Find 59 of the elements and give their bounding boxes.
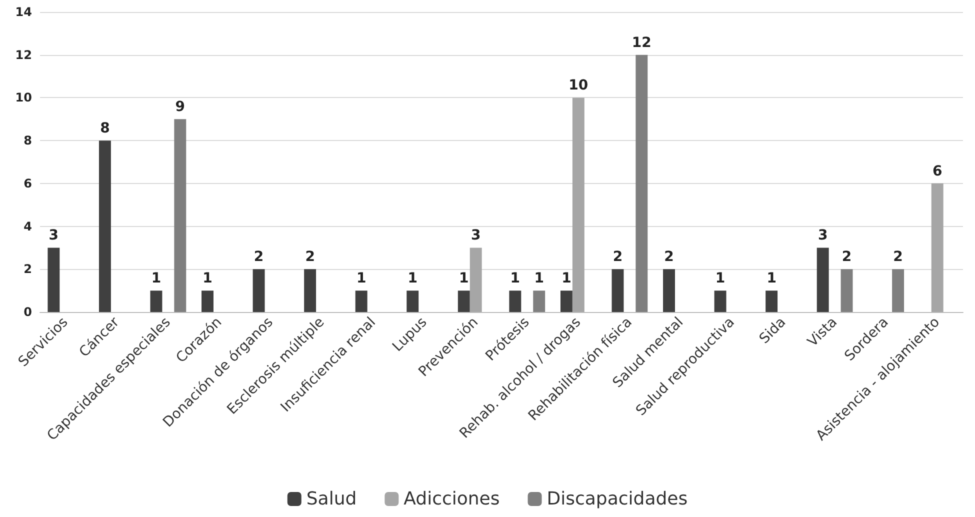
data-label: 2 — [893, 249, 903, 266]
bar — [572, 98, 584, 312]
data-label: 1 — [356, 270, 366, 287]
data-label: 2 — [305, 249, 315, 266]
legend-label: Adicciones — [404, 488, 500, 510]
bar — [509, 290, 522, 312]
bar — [766, 290, 778, 312]
y-tick-label: 8 — [24, 134, 32, 148]
data-label: 2 — [612, 249, 623, 266]
y-tick-label: 10 — [15, 90, 32, 105]
bar — [202, 290, 214, 312]
data-label: 1 — [202, 270, 212, 287]
bar — [816, 248, 829, 312]
data-label: 1 — [510, 270, 520, 287]
data-label: 1 — [766, 270, 776, 287]
data-label: 2 — [842, 249, 852, 266]
bar — [840, 269, 853, 312]
y-tick-label: 0 — [24, 305, 32, 319]
bar — [355, 290, 368, 312]
y-tick-label: 6 — [24, 176, 32, 190]
y-tick-label: 4 — [24, 219, 32, 234]
legend-label: Salud — [306, 488, 357, 510]
data-label: 1 — [562, 270, 572, 287]
data-label: 6 — [932, 163, 942, 180]
data-label: 3 — [48, 228, 59, 244]
data-label: 1 — [715, 270, 726, 287]
data-label: 3 — [470, 228, 481, 244]
bar — [892, 269, 904, 312]
data-label: 2 — [254, 249, 264, 266]
data-label: 3 — [818, 228, 828, 244]
bar — [663, 269, 675, 312]
data-label: 8 — [100, 120, 110, 137]
bar — [304, 269, 316, 312]
data-label: 9 — [175, 99, 186, 116]
bar — [174, 119, 186, 312]
data-label: 10 — [568, 78, 588, 94]
bar — [533, 290, 546, 312]
data-label: 1 — [534, 270, 544, 287]
y-tick-label: 14 — [15, 5, 32, 19]
y-tick-label: 2 — [24, 262, 32, 276]
data-label: 1 — [151, 270, 162, 287]
bar — [252, 269, 265, 312]
bar — [458, 290, 470, 312]
y-tick-label: 12 — [15, 48, 32, 62]
legend-label: Discapacidades — [546, 488, 688, 510]
data-label: 12 — [632, 34, 652, 51]
data-label: 1 — [459, 270, 469, 287]
bar — [560, 290, 572, 312]
bar — [612, 269, 624, 312]
bar — [48, 248, 60, 312]
bar — [406, 290, 419, 312]
bar — [150, 290, 162, 312]
bar — [931, 183, 944, 312]
data-label: 1 — [408, 270, 418, 287]
data-label: 2 — [664, 249, 674, 266]
bar — [470, 248, 482, 312]
bar — [714, 290, 726, 312]
bar — [98, 140, 111, 312]
bar — [636, 54, 648, 312]
